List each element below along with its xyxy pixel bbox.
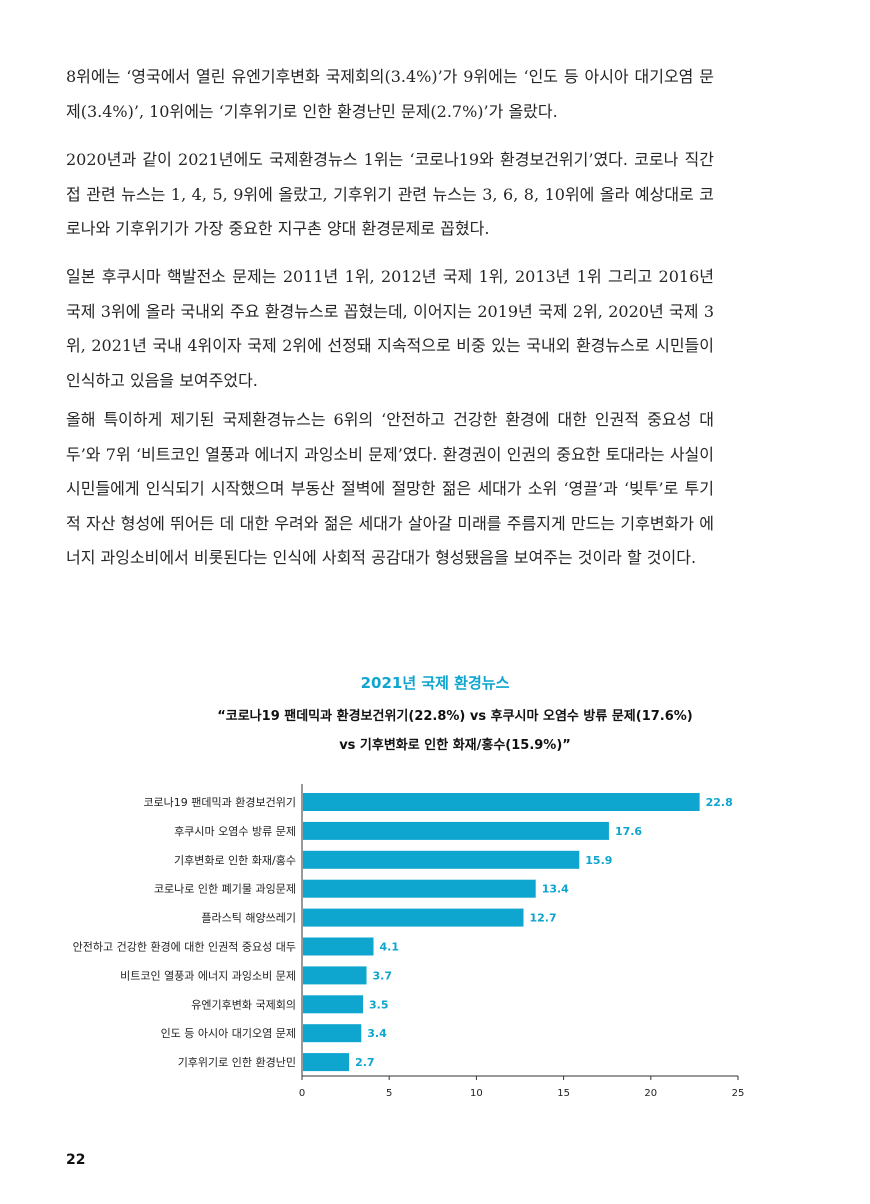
category-label: 기후변화로 인한 화재/홍수	[174, 853, 296, 867]
chart-title: 2021년 국제 환경뉴스	[360, 674, 510, 692]
category-label: 비트코인 열풍과 에너지 과잉소비 문제	[120, 969, 296, 982]
category-label: 플라스틱 해양쓰레기	[201, 911, 296, 925]
category-label: 안전하고 건강한 환경에 대한 인권적 중요성 대두	[73, 940, 296, 954]
data-label: 3.4	[367, 1027, 387, 1040]
bar	[303, 879, 536, 898]
category-label: 유엔기후변화 국제회의	[191, 998, 296, 1011]
x-tick-label: 10	[470, 1088, 483, 1099]
data-label: 15.9	[585, 854, 612, 867]
x-tick-label: 15	[557, 1088, 570, 1099]
category-label: 코로나로 인한 폐기물 과잉문제	[154, 883, 296, 896]
x-tick-label: 25	[732, 1088, 745, 1099]
chart-subtitle-line-1: “코로나19 팬데믹과 환경보건위기(22.8%) vs 후쿠시마 오염수 방류…	[217, 709, 693, 724]
bar	[303, 995, 364, 1014]
x-tick-label: 20	[644, 1088, 657, 1099]
data-label: 4.1	[380, 941, 400, 954]
data-label: 3.7	[373, 969, 393, 982]
bar	[303, 937, 374, 956]
category-label: 코로나19 팬데믹과 환경보건위기	[143, 796, 296, 809]
data-label: 12.7	[529, 912, 556, 925]
body-paragraph-4: 올해 특이하게 제기된 국제환경뉴스는 6위의 ‘안전하고 건강한 환경에 대한…	[66, 410, 714, 567]
x-tick-label: 5	[386, 1088, 392, 1099]
page-number: 22	[66, 1152, 86, 1168]
chart-subtitle-line-2: vs 기후변화로 인한 화재/홍수(15.9%)”	[339, 738, 571, 753]
category-label: 후쿠시마 오염수 방류 문제	[174, 825, 296, 838]
data-label: 2.7	[355, 1056, 375, 1069]
bar-chart: 코로나19 팬데믹과 환경보건위기 22.8 후쿠시마 오염수 방류 문제 17.6 기…	[73, 784, 745, 1099]
bar	[303, 821, 609, 840]
category-label: 인도 등 아시아 대기오염 문제	[161, 1027, 296, 1040]
bar	[303, 850, 580, 869]
x-tick-label: 0	[299, 1088, 305, 1099]
body-paragraph-3: 일본 후쿠시마 핵발전소 문제는 2011년 1위, 2012년 국제 1위, …	[66, 267, 714, 390]
body-paragraph-1: 8위에는 ‘영국에서 열린 유엔기후변화 국제회의(3.4%)’가 9위에는 ‘…	[66, 67, 714, 121]
data-label: 17.6	[615, 825, 642, 838]
body-paragraph-2: 2020년과 같이 2021년에도 국제환경뉴스 1위는 ‘코로나19와 환경보…	[66, 150, 714, 238]
bar	[303, 1053, 350, 1072]
bar	[303, 966, 367, 985]
data-label: 13.4	[542, 883, 569, 896]
bar	[303, 908, 524, 927]
data-label: 3.5	[369, 998, 389, 1011]
bar	[303, 793, 700, 811]
category-label: 기후위기로 인한 환경난민	[178, 1056, 296, 1069]
bar	[303, 1024, 362, 1043]
data-label: 22.8	[706, 796, 733, 809]
